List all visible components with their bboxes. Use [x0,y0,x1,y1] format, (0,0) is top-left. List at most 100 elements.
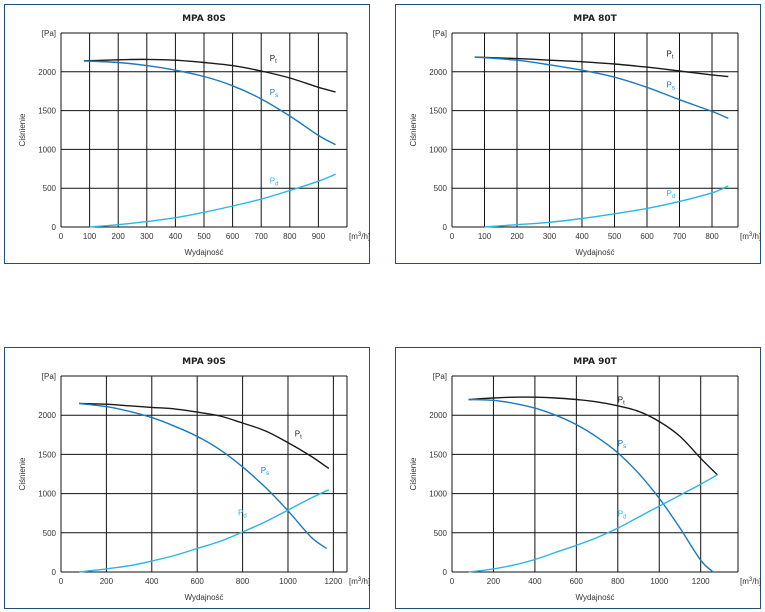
x-unit-label: [m3/h] [740,232,761,241]
chart-svg: MPA 80S 0 500 1000 1500 2000 0 100 200 300 400 500 6… [18,14,370,257]
y-axis-label: Ciśnienie [409,457,418,490]
x-axis-label: Wydajność [575,248,614,257]
x-tick-label: 300 [543,232,557,241]
y-tick-label: 1000 [38,490,56,499]
x-tick-label: 800 [236,577,250,586]
series-label-ps: Ps [618,439,626,450]
y-tick-label: 1000 [38,145,56,154]
y-tick-label: 2000 [429,411,447,420]
x-tick-label: 100 [478,232,492,241]
y-tick-label: 2000 [38,68,56,77]
chart-panel-mpa-80t: MPA 80T 0 500 1000 1500 2000 0 100 200 300 400 500 6… [395,4,761,264]
y-unit-label: [Pa] [42,29,56,38]
x-tick-label: 600 [191,577,205,586]
series-label-pd: Pd [238,509,247,520]
x-tick-label: 900 [312,232,326,241]
chart-svg: MPA 90S 0 500 1000 1500 2000 0 200 400 600 800 1000… [18,357,370,602]
x-tick-label: 0 [450,232,455,241]
x-tick-label: 500 [608,232,622,241]
x-tick-label: 0 [450,577,455,586]
y-tick-label: 1500 [38,107,56,116]
x-axis-label: Wydajność [184,248,223,257]
series-line-pt [83,58,336,93]
x-tick-label: 400 [145,577,159,586]
chart-svg: MPA 80T 0 500 1000 1500 2000 0 100 200 300 400 500 6… [409,14,761,257]
x-tick-label: 1000 [279,577,297,586]
x-axis-label: Wydajność [575,593,614,602]
x-tick-label: 800 [283,232,297,241]
y-tick-label: 0 [443,568,448,577]
y-tick-label: 0 [52,223,57,232]
x-tick-label: 800 [611,577,625,586]
series-label-pd: Pd [618,509,627,520]
x-tick-label: 600 [570,577,584,586]
x-unit-label: [m3/h] [349,232,370,241]
chart-title: MPA 90S [182,357,226,367]
series-label-ps: Ps [270,88,278,99]
y-tick-label: 500 [434,184,448,193]
y-tick-label: 1000 [429,145,447,154]
x-tick-label: 700 [673,232,687,241]
x-tick-label: 400 [575,232,589,241]
x-tick-label: 300 [140,232,154,241]
y-axis-label: Ciśnienie [18,113,27,146]
y-tick-label: 1500 [429,450,447,459]
x-tick-label: 1000 [650,577,668,586]
x-unit-label: [m3/h] [740,577,761,586]
series-label-pt: Pt [667,49,674,60]
y-tick-label: 500 [43,529,57,538]
series-line-pd [468,474,718,573]
y-tick-label: 0 [443,223,448,232]
series-label-pt: Pt [295,429,302,440]
chart-panel-mpa-80s: MPA 80S 0 500 1000 1500 2000 0 100 200 300 400 500 6… [4,4,370,264]
chart-svg: MPA 90T 0 500 1000 1500 2000 0 200 400 600 800 1000… [409,357,761,602]
chart-title: MPA 80T [573,14,617,24]
series-line-pt [79,402,330,470]
chart-panel-mpa-90t: MPA 90T 0 500 1000 1500 2000 0 200 400 600 800 1000… [395,347,761,609]
series-line-pt [474,56,729,78]
series-label-pd: Pd [667,189,676,200]
series-label-ps: Ps [261,466,269,477]
x-tick-label: 200 [487,577,501,586]
x-tick-label: 0 [59,577,64,586]
series-line-ps [79,402,328,550]
y-tick-label: 1000 [429,490,447,499]
chart-title: MPA 80S [182,14,226,24]
x-axis-label: Wydajność [184,593,223,602]
x-tick-label: 500 [197,232,211,241]
y-unit-label: [Pa] [433,372,447,381]
y-axis-label: Ciśnienie [409,113,418,146]
x-tick-label: 400 [169,232,183,241]
y-tick-label: 2000 [38,411,56,420]
y-unit-label: [Pa] [433,29,447,38]
x-tick-label: 0 [59,232,64,241]
y-tick-label: 1500 [429,107,447,116]
x-tick-label: 700 [255,232,269,241]
x-tick-label: 100 [83,232,97,241]
y-tick-label: 2000 [429,68,447,77]
x-tick-label: 800 [705,232,719,241]
x-unit-label: [m3/h] [349,577,370,586]
y-tick-label: 1500 [38,450,56,459]
x-tick-label: 600 [226,232,240,241]
y-tick-label: 0 [52,568,57,577]
x-tick-label: 1200 [692,577,710,586]
chart-panel-mpa-90s: MPA 90S 0 500 1000 1500 2000 0 200 400 600 800 1000… [4,347,370,609]
series-label-pd: Pd [270,177,279,188]
series-label-pt: Pt [270,54,277,65]
series-line-pd [79,489,330,573]
chart-title: MPA 90T [573,357,617,367]
series-label-pt: Pt [618,396,625,407]
series-line-ps [474,56,729,120]
x-tick-label: 400 [528,577,542,586]
series-line-pd [484,185,729,228]
series-line-ps [83,60,336,146]
x-tick-label: 600 [640,232,654,241]
y-axis-label: Ciśnienie [18,457,27,490]
y-tick-label: 500 [43,184,57,193]
y-tick-label: 500 [434,529,448,538]
x-tick-label: 1200 [324,577,342,586]
y-unit-label: [Pa] [42,372,56,381]
series-line-pd [89,173,336,228]
series-label-ps: Ps [667,80,675,91]
